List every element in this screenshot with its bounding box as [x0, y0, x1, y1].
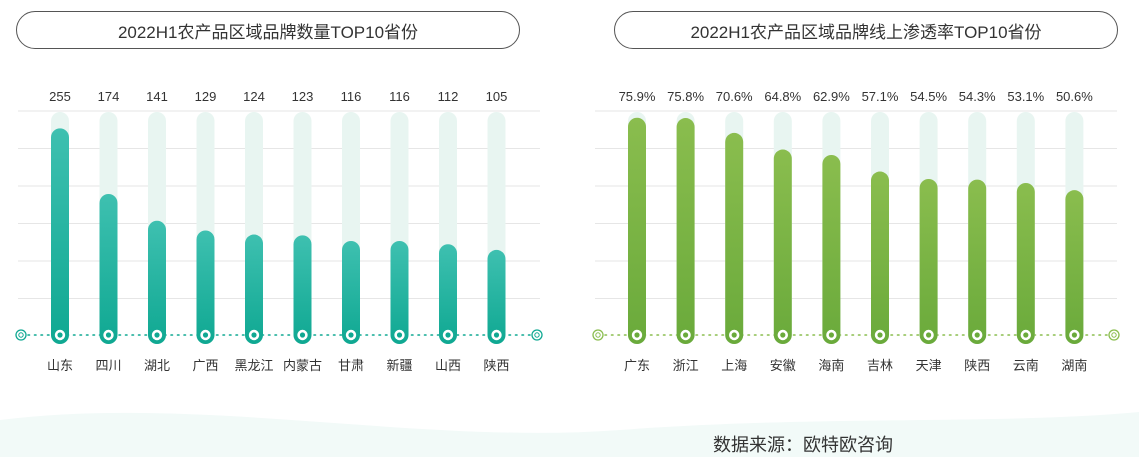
category-label: 湖北 [144, 359, 170, 374]
category-label: 天津 [916, 359, 942, 374]
category-label: 广东 [624, 359, 650, 374]
value-label: 124 [243, 89, 265, 104]
value-label: 116 [389, 89, 410, 104]
bar [725, 132, 744, 344]
chart-title: 2022H1农产品区域品牌数量TOP10省份 [16, 11, 520, 49]
bar [919, 178, 938, 344]
chart-brand-count: 2022H1农产品区域品牌数量TOP10省份 255 山东 174 四川 141 湖北 12… [0, 0, 560, 457]
value-label: 54.5% [910, 89, 947, 104]
value-label: 123 [292, 89, 314, 104]
category-label: 海南 [818, 358, 844, 374]
category-label: 吉林 [867, 359, 893, 374]
bar [487, 249, 506, 344]
baseline-end-marker [15, 329, 27, 341]
bar [390, 241, 409, 344]
value-label: 105 [486, 89, 508, 104]
category-label: 内蒙古 [283, 358, 322, 374]
value-label: 50.6% [1056, 89, 1093, 104]
bar [342, 241, 360, 344]
value-label: 112 [438, 89, 459, 104]
value-label: 54.3% [959, 89, 996, 104]
chart-title: 2022H1农产品区域品牌线上渗透率TOP10省份 [614, 11, 1118, 49]
category-label: 安徽 [770, 359, 796, 374]
category-label: 新疆 [386, 358, 412, 374]
value-label: 62.9% [813, 89, 850, 104]
value-label: 255 [49, 89, 71, 104]
baseline-end-marker [592, 329, 604, 341]
bar [822, 154, 841, 344]
baseline-end-marker [531, 329, 543, 341]
bar-chart-plot: 255 山东 174 四川 141 湖北 129 广西 124 黑龙江 123 内蒙古 116 甘肃 116… [15, 89, 543, 374]
baseline-end-marker [1108, 329, 1120, 341]
bar [1016, 183, 1035, 344]
bar [293, 235, 312, 344]
category-label: 山东 [47, 359, 73, 374]
category-label: 甘肃 [338, 359, 364, 374]
value-label: 70.6% [716, 89, 753, 104]
bar [628, 117, 646, 344]
bar [773, 149, 792, 344]
data-source-note: 数据来源：欧特欧咨询 [713, 435, 893, 455]
bar [148, 220, 166, 344]
bar-chart-plot: 75.9% 广东 75.8% 浙江 70.6% 上海 64.8% 安徽 62.9% 海南 57.1%… [592, 89, 1120, 374]
value-label: 64.8% [764, 89, 801, 104]
category-label: 云南 [1013, 358, 1039, 374]
value-label: 129 [195, 89, 217, 104]
value-label: 53.1% [1007, 89, 1044, 104]
value-label: 75.8% [667, 89, 704, 104]
value-label: 174 [98, 89, 120, 104]
bar [676, 118, 695, 345]
bar [99, 194, 118, 344]
value-label: 57.1% [862, 89, 899, 104]
category-label: 陕西 [483, 359, 509, 374]
category-label: 浙江 [673, 359, 699, 374]
value-label: 75.9% [619, 89, 656, 104]
bar [439, 244, 457, 344]
category-label: 山西 [435, 359, 461, 374]
bar [968, 179, 987, 344]
category-label: 上海 [721, 359, 747, 374]
category-label: 四川 [95, 359, 121, 374]
category-label: 陕西 [964, 359, 990, 374]
value-label: 116 [341, 89, 362, 104]
value-label: 141 [146, 89, 168, 104]
bar [196, 230, 215, 344]
category-label: 湖南 [1061, 358, 1087, 374]
bar [1065, 190, 1084, 344]
bar [245, 234, 263, 344]
category-label: 广西 [192, 359, 218, 374]
category-label: 黑龙江 [234, 359, 273, 374]
bar [51, 128, 69, 344]
chart-online-penetration: 2022H1农产品区域品牌线上渗透率TOP10省份 75.9% 广东 75.8% 浙江… [579, 0, 1139, 457]
bar [871, 171, 889, 344]
